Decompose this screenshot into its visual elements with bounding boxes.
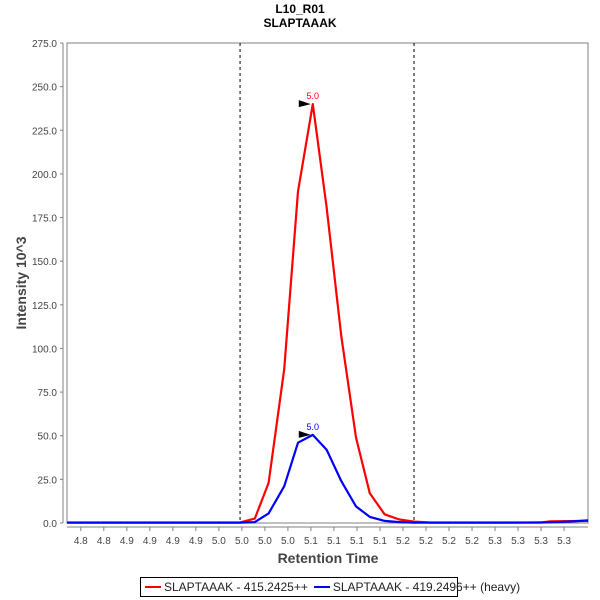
x-tick-label: 5.2: [419, 536, 433, 547]
peak-label: 5.0: [307, 422, 320, 432]
legend-swatch: [313, 586, 330, 588]
x-tick-label: 5.3: [511, 536, 525, 547]
x-tick-label: 4.9: [143, 536, 157, 547]
legend-label: SLAPTAAAK - 419.2496++ (heavy): [332, 580, 521, 594]
peak-marker-icon: [298, 430, 311, 438]
x-tick-label: 4.9: [189, 536, 203, 547]
chart-title: L10_R01: [275, 2, 325, 16]
y-tick-label: 250.0: [32, 83, 57, 94]
x-tick-label: 5.3: [557, 536, 571, 547]
peak-marker-icon: [298, 100, 311, 108]
y-tick-label: 275.0: [32, 39, 57, 50]
x-tick-label: 5.2: [442, 536, 456, 547]
y-tick-label: 150.0: [32, 257, 57, 268]
x-tick-label: 5.1: [373, 536, 387, 547]
legend-item: SLAPTAAAK - 415.2425++: [145, 580, 308, 594]
y-tick-label: 75.0: [38, 388, 58, 399]
x-tick-label: 4.8: [74, 536, 88, 547]
y-tick-label: 175.0: [32, 214, 57, 225]
x-tick-label: 5.1: [327, 536, 341, 547]
plot-frame: [66, 42, 589, 524]
y-tick-label: 50.0: [38, 432, 58, 443]
x-tick-label: 4.9: [166, 536, 180, 547]
x-tick-label: 5.0: [235, 536, 249, 547]
legend-item: SLAPTAAAK - 419.2496++ (heavy): [313, 580, 521, 594]
legend-swatch: [145, 586, 161, 588]
x-tick-label: 5.1: [350, 536, 364, 547]
y-tick-label: 25.0: [38, 475, 58, 486]
y-axis-label: Intensity 10^3: [13, 236, 29, 329]
chart-subtitle: SLAPTAAAK: [263, 16, 336, 30]
x-tick-label: 5.2: [396, 536, 410, 547]
x-tick-label: 4.9: [120, 536, 134, 547]
y-tick-label: 100.0: [32, 344, 57, 355]
x-tick-label: 5.3: [534, 536, 548, 547]
x-axis-label: Retention Time: [278, 550, 379, 566]
y-tick-label: 125.0: [32, 301, 57, 312]
x-tick-label: 5.0: [212, 536, 226, 547]
y-tick-label: 200.0: [32, 170, 57, 181]
x-tick-label: 5.0: [281, 536, 295, 547]
y-tick-label: 225.0: [32, 126, 57, 137]
series-line-heavy: [67, 433, 589, 524]
x-tick-label: 5.0: [258, 536, 272, 547]
x-tick-label: 5.3: [488, 536, 502, 547]
x-tick-label: 5.2: [465, 536, 479, 547]
peak-label: 5.0: [307, 91, 320, 101]
legend-label: SLAPTAAAK - 415.2425++: [164, 580, 308, 594]
x-tick-label: 4.8: [97, 536, 111, 547]
chart-svg: L10_R01 SLAPTAAAK Retention Time Intensi…: [13, 2, 589, 566]
legend: SLAPTAAAK - 415.2425++ SLAPTAAAK - 419.2…: [140, 577, 520, 597]
y-tick-label: 0.0: [43, 519, 57, 530]
x-tick-label: 5.1: [304, 536, 318, 547]
